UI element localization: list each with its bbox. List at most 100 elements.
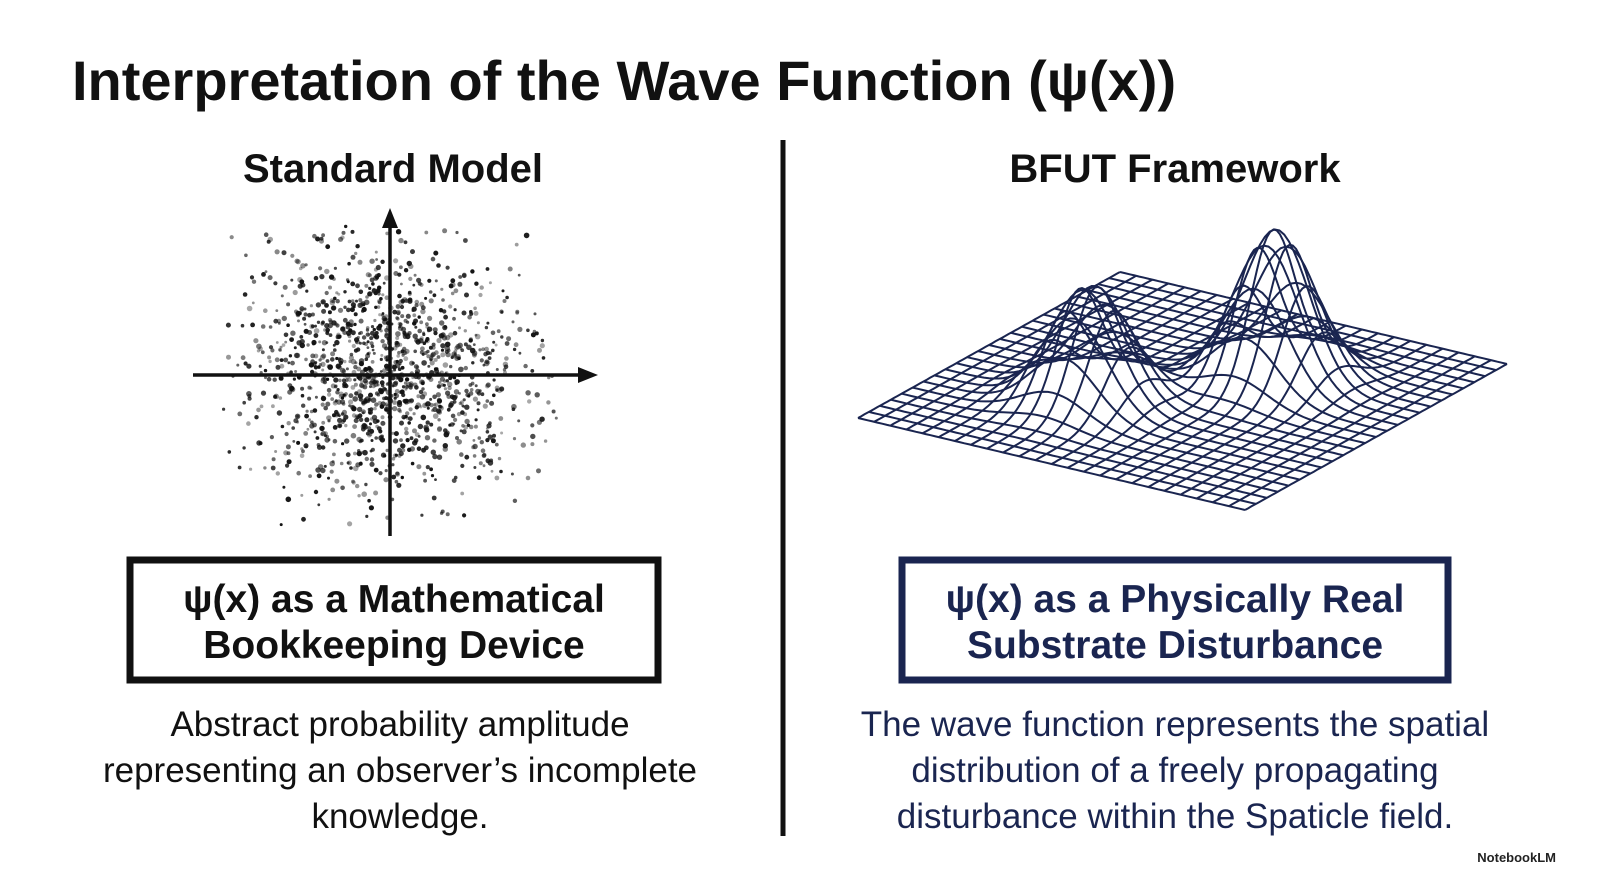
dot [420,414,427,421]
dot [364,456,369,462]
dot [433,331,438,336]
dot [405,384,410,389]
dot [393,271,399,276]
dot [341,230,346,235]
dot [362,449,368,456]
dot [498,416,504,421]
dot [355,283,360,289]
dot [365,514,369,519]
dot [279,358,284,362]
mesh-line [1212,355,1476,504]
dot [250,322,256,328]
dot [405,438,410,443]
dot [358,341,362,345]
dot [512,437,517,441]
dot [385,231,389,236]
dot [385,358,389,362]
dot [333,400,337,404]
dot [452,422,456,426]
left-heading: Standard Model [243,147,543,191]
dot [409,446,415,452]
dot [313,430,317,434]
dot [487,434,493,440]
dot [400,475,404,480]
dot [478,292,483,298]
dot [281,250,287,256]
dot [410,461,415,466]
dot [404,377,410,382]
dot [419,394,426,400]
dot [394,453,398,457]
dot [392,400,397,405]
dot [296,420,299,424]
dot [382,317,387,322]
dot [534,392,540,398]
dot [457,281,463,287]
dot [374,331,379,335]
dot [397,293,402,299]
dot [375,424,379,429]
dot [432,394,437,400]
dot [310,324,315,329]
dot [420,381,425,386]
dot [286,459,292,465]
dot [372,333,378,339]
dot [293,346,297,350]
dot [369,385,372,389]
dot [403,356,409,362]
dot [428,345,433,350]
dot [382,281,386,285]
dot [300,282,306,288]
dot [275,364,281,370]
dot [243,361,248,366]
dot [395,316,399,320]
dot [290,253,295,258]
dot [474,333,478,337]
dot [269,435,274,440]
dot [427,365,430,368]
dot [323,405,329,411]
dot [393,431,399,437]
dot [540,338,545,343]
dot [292,289,298,296]
dot [487,356,492,360]
dot [279,345,283,349]
dot [369,457,375,462]
dot [338,414,341,417]
dot [236,363,240,367]
dot [328,333,333,337]
dot [428,298,434,304]
dot [400,282,403,286]
dot [367,409,373,415]
dot [375,258,378,261]
dot [449,400,455,407]
dot [411,376,415,380]
dot [376,383,380,387]
dot [317,365,321,369]
dot [313,275,319,281]
dot [477,436,482,440]
dot [495,368,499,371]
dot [476,408,480,412]
dot [436,263,441,268]
dot [280,294,284,298]
right-box-line: ψ(x) as a Physically Real [946,578,1405,621]
dot [334,322,338,327]
dot [302,316,307,321]
dot [368,286,372,290]
dot [423,478,427,483]
dot [447,381,453,387]
dot [320,299,326,305]
dot [316,320,321,324]
dot [403,240,408,245]
dot [523,363,528,369]
dot [274,357,280,363]
dot [511,320,515,324]
dot [342,317,348,323]
dot [240,323,245,328]
dot [460,491,465,496]
dot [514,242,519,247]
dot [408,416,413,421]
right-description: distribution of a freely propagating [911,751,1438,790]
